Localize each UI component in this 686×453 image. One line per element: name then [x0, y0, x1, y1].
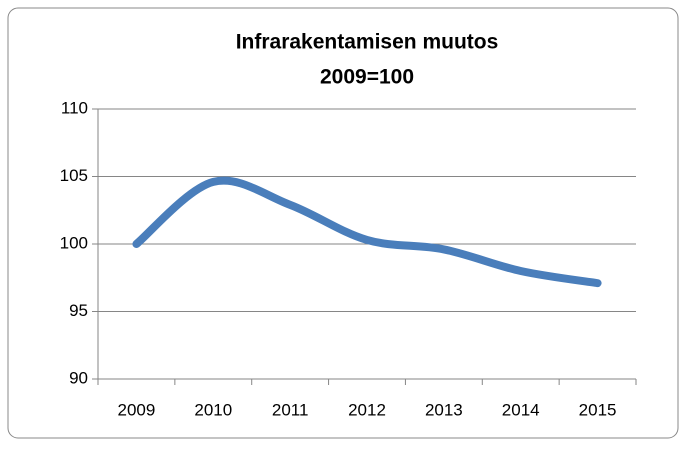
x-tick-label: 2015 [579, 400, 617, 419]
x-tick-label: 2009 [118, 400, 156, 419]
y-tick-label: 100 [60, 233, 88, 252]
chart-title: Infrarakentamisen muutos [236, 31, 499, 54]
y-tick-label: 90 [69, 368, 88, 387]
x-tick-label: 2010 [194, 400, 232, 419]
x-tick-label: 2014 [502, 400, 540, 419]
x-tick-label: 2012 [348, 400, 386, 419]
chart-subtitle: 2009=100 [320, 66, 414, 89]
y-tick-label: 110 [61, 98, 88, 117]
chart-frame [7, 7, 679, 439]
y-tick-label: 105 [60, 166, 88, 185]
line-series [132, 176, 602, 288]
y-tick-label: 95 [69, 301, 88, 320]
x-tick-label: 2013 [425, 400, 463, 419]
x-tick-label: 2011 [272, 400, 309, 419]
